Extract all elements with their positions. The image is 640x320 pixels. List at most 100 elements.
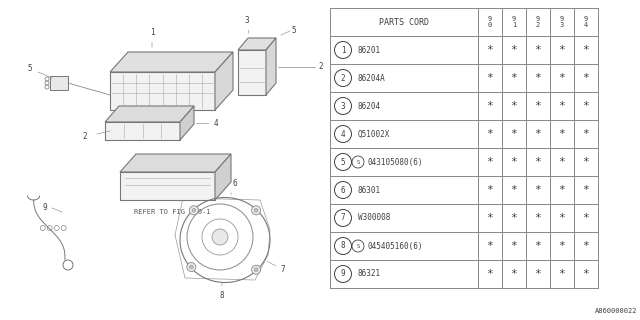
Text: *: * — [582, 241, 589, 251]
Polygon shape — [215, 154, 231, 200]
Text: 4: 4 — [214, 118, 218, 127]
Text: *: * — [511, 101, 517, 111]
Polygon shape — [120, 172, 215, 200]
Text: *: * — [511, 269, 517, 279]
Text: *: * — [582, 129, 589, 139]
Text: 9
1: 9 1 — [512, 16, 516, 28]
Text: 6: 6 — [231, 179, 237, 194]
Text: 8: 8 — [340, 242, 346, 251]
Text: *: * — [582, 213, 589, 223]
Text: 3: 3 — [244, 15, 249, 33]
Circle shape — [254, 209, 258, 212]
Polygon shape — [50, 76, 68, 90]
Text: *: * — [582, 73, 589, 83]
Text: *: * — [511, 73, 517, 83]
Text: REFER TO FIG 660-1: REFER TO FIG 660-1 — [134, 209, 211, 215]
Text: 9
3: 9 3 — [560, 16, 564, 28]
Text: *: * — [534, 241, 541, 251]
Text: S: S — [356, 159, 360, 164]
Text: S: S — [356, 244, 360, 249]
Text: 9
4: 9 4 — [584, 16, 588, 28]
Polygon shape — [110, 72, 215, 110]
Text: 4: 4 — [340, 130, 346, 139]
Text: 9: 9 — [340, 269, 346, 278]
Text: *: * — [486, 157, 493, 167]
Text: 5: 5 — [340, 157, 346, 166]
Polygon shape — [110, 52, 233, 72]
Circle shape — [212, 229, 228, 245]
Text: 9
0: 9 0 — [488, 16, 492, 28]
Text: 86201: 86201 — [358, 45, 381, 54]
Polygon shape — [238, 50, 266, 95]
Text: W300008: W300008 — [358, 213, 390, 222]
Text: *: * — [582, 45, 589, 55]
Text: *: * — [486, 269, 493, 279]
Text: 86204A: 86204A — [358, 74, 386, 83]
Circle shape — [189, 265, 193, 269]
Circle shape — [189, 206, 198, 215]
Text: 6: 6 — [340, 186, 346, 195]
Text: *: * — [534, 269, 541, 279]
Polygon shape — [215, 52, 233, 110]
Text: *: * — [582, 157, 589, 167]
Text: PARTS CORD: PARTS CORD — [379, 18, 429, 27]
Text: *: * — [559, 129, 565, 139]
Text: *: * — [559, 73, 565, 83]
Text: *: * — [486, 101, 493, 111]
Text: *: * — [534, 101, 541, 111]
Text: *: * — [534, 213, 541, 223]
Text: 3: 3 — [340, 101, 346, 110]
Text: *: * — [511, 45, 517, 55]
Text: *: * — [582, 269, 589, 279]
Polygon shape — [120, 154, 231, 172]
Text: *: * — [511, 185, 517, 195]
Text: 5: 5 — [28, 63, 32, 73]
Text: *: * — [559, 45, 565, 55]
Text: *: * — [559, 241, 565, 251]
Text: *: * — [582, 101, 589, 111]
Text: *: * — [511, 157, 517, 167]
Polygon shape — [180, 106, 194, 140]
Text: 86204: 86204 — [358, 101, 381, 110]
Text: *: * — [486, 241, 493, 251]
Text: 1: 1 — [340, 45, 346, 54]
Text: 86321: 86321 — [358, 269, 381, 278]
Text: *: * — [486, 213, 493, 223]
Text: 5: 5 — [292, 26, 296, 35]
Text: 7: 7 — [268, 261, 285, 275]
Text: *: * — [534, 157, 541, 167]
Circle shape — [192, 209, 196, 212]
Polygon shape — [105, 122, 180, 140]
Text: *: * — [559, 101, 565, 111]
Text: 1: 1 — [150, 28, 154, 47]
Polygon shape — [238, 38, 276, 50]
Circle shape — [254, 268, 258, 271]
Polygon shape — [266, 38, 276, 95]
Circle shape — [252, 265, 260, 274]
Text: *: * — [486, 73, 493, 83]
Text: *: * — [534, 73, 541, 83]
Text: *: * — [559, 185, 565, 195]
Text: *: * — [486, 45, 493, 55]
Circle shape — [187, 262, 196, 271]
Text: 2: 2 — [83, 132, 87, 140]
Text: *: * — [511, 241, 517, 251]
Text: *: * — [559, 269, 565, 279]
Text: *: * — [582, 185, 589, 195]
Text: 8: 8 — [220, 283, 224, 300]
Text: *: * — [559, 213, 565, 223]
Text: 86301: 86301 — [358, 186, 381, 195]
Text: 045405160(6): 045405160(6) — [367, 242, 422, 251]
Text: *: * — [511, 213, 517, 223]
Circle shape — [252, 206, 260, 215]
Text: 9: 9 — [43, 204, 47, 212]
Text: *: * — [534, 185, 541, 195]
Text: 043105080(6): 043105080(6) — [367, 157, 422, 166]
Text: *: * — [511, 129, 517, 139]
Text: *: * — [534, 129, 541, 139]
Polygon shape — [105, 106, 194, 122]
Text: *: * — [486, 129, 493, 139]
Text: *: * — [486, 185, 493, 195]
Text: 7: 7 — [340, 213, 346, 222]
Text: 2: 2 — [340, 74, 346, 83]
